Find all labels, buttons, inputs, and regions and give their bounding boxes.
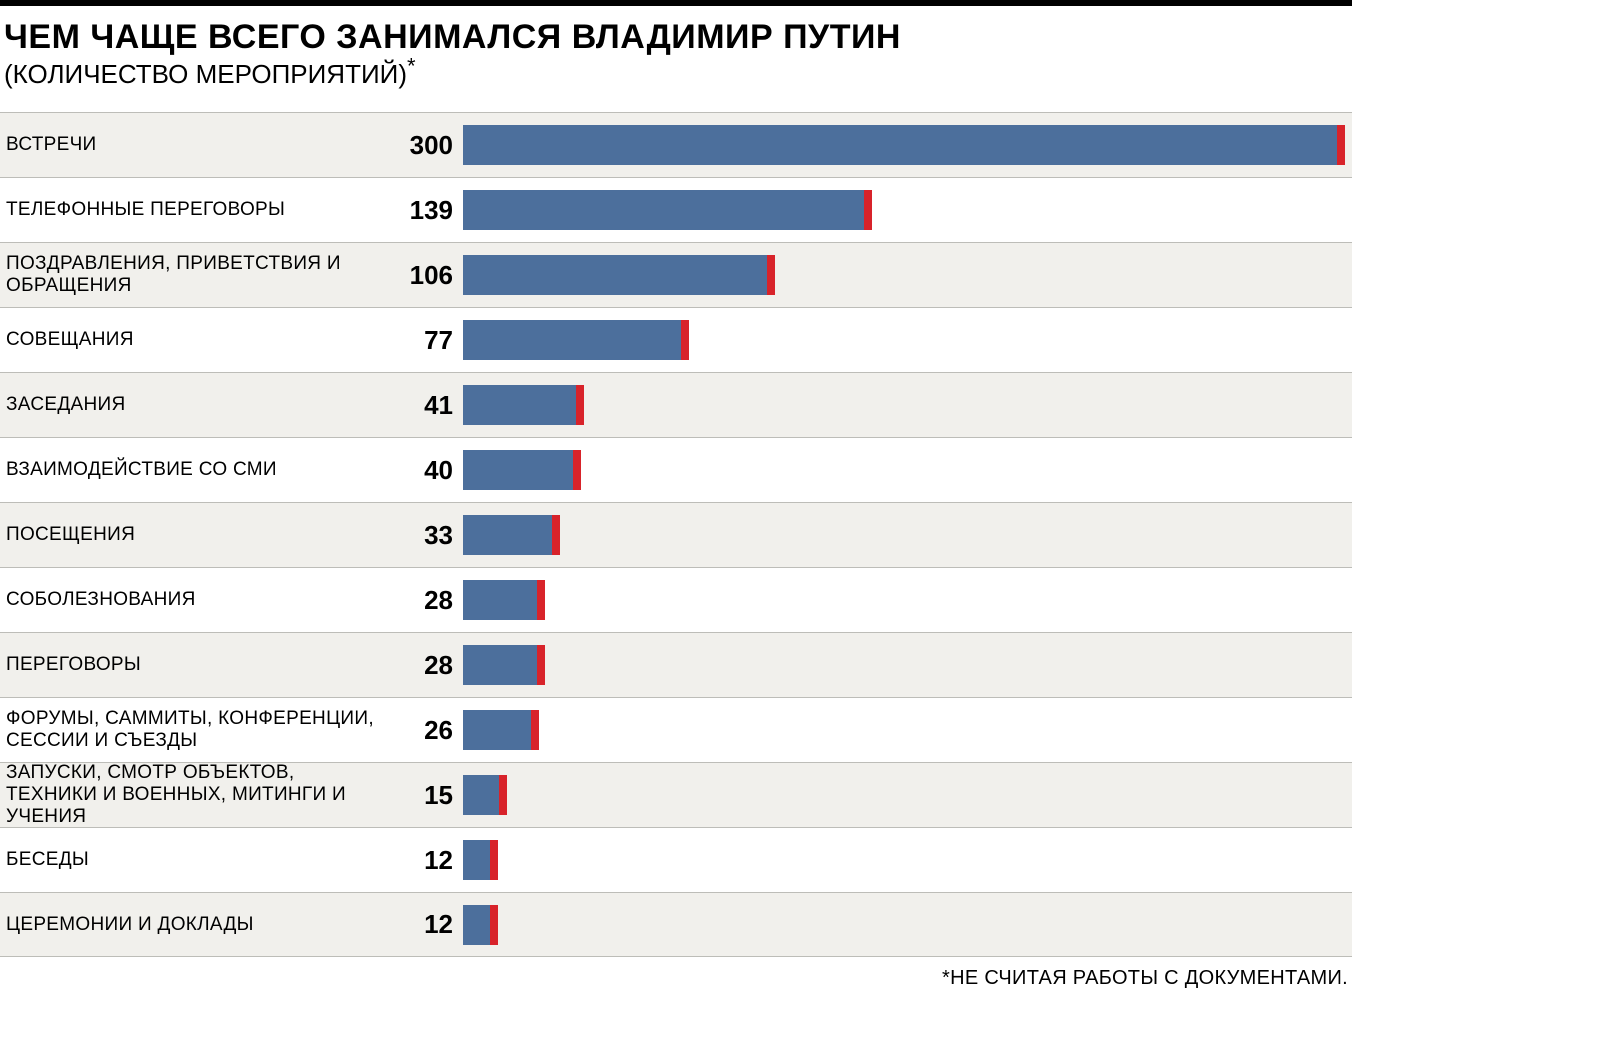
bar-main [463,515,552,555]
row-value: 28 [395,633,463,697]
row-bar-area [463,893,1352,956]
chart-row: СОБОЛЕЗНОВАНИЯ28 [0,567,1352,632]
chart-header: ЧЕМ ЧАЩЕ ВСЕГО ЗАНИМАЛСЯ ВЛАДИМИР ПУТИН … [0,6,1352,94]
bar [463,775,507,815]
row-label: ВСТРЕЧИ [0,113,395,177]
bar-tip [576,385,584,425]
row-bar-area [463,243,1352,307]
bar-tip [537,580,545,620]
chart-row: БЕСЕДЫ12 [0,827,1352,892]
row-label: ЗАСЕДАНИЯ [0,373,395,437]
bar-main [463,385,576,425]
row-label: ТЕЛЕФОННЫЕ ПЕРЕГОВОРЫ [0,178,395,242]
chart-row: ВСТРЕЧИ300 [0,112,1352,177]
bar-main [463,320,681,360]
bar-tip [864,190,872,230]
row-bar-area [463,698,1352,762]
chart-footnote: *НЕ СЧИТАЯ РАБОТЫ С ДОКУМЕНТАМИ. [0,957,1352,990]
bar [463,645,545,685]
bar-tip [537,645,545,685]
bar-main [463,645,537,685]
row-value: 77 [395,308,463,372]
bar-main [463,710,531,750]
chart-title: ЧЕМ ЧАЩЕ ВСЕГО ЗАНИМАЛСЯ ВЛАДИМИР ПУТИН [4,18,1348,57]
bar-tip [1337,125,1345,165]
row-bar-area [463,503,1352,567]
bar-main [463,775,499,815]
row-label: СОВЕЩАНИЯ [0,308,395,372]
row-label: ПОСЕЩЕНИЯ [0,503,395,567]
bar [463,840,498,880]
bar [463,450,581,490]
row-value: 41 [395,373,463,437]
chart-subtitle: (КОЛИЧЕСТВО МЕРОПРИЯТИЙ)* [4,59,1348,90]
bar-main [463,905,490,945]
chart-row: СОВЕЩАНИЯ77 [0,307,1352,372]
bar-main [463,580,537,620]
row-value: 139 [395,178,463,242]
bar [463,710,539,750]
chart-row: ЗАПУСКИ, СМОТР ОБЪЕКТОВ, ТЕХНИКИ И ВОЕНН… [0,762,1352,827]
chart-container: ЧЕМ ЧАЩЕ ВСЕГО ЗАНИМАЛСЯ ВЛАДИМИР ПУТИН … [0,0,1352,990]
chart-row: ПЕРЕГОВОРЫ28 [0,632,1352,697]
bar-tip [767,255,775,295]
row-value: 300 [395,113,463,177]
chart-row: ТЕЛЕФОННЫЕ ПЕРЕГОВОРЫ139 [0,177,1352,242]
row-label: ПЕРЕГОВОРЫ [0,633,395,697]
row-bar-area [463,633,1352,697]
chart-body: ВСТРЕЧИ300ТЕЛЕФОННЫЕ ПЕРЕГОВОРЫ139ПОЗДРА… [0,112,1352,957]
bar-tip [490,905,498,945]
bar-tip [490,840,498,880]
bar-main [463,840,490,880]
bar [463,515,560,555]
bar-tip [531,710,539,750]
row-bar-area [463,828,1352,892]
row-bar-area [463,178,1352,242]
row-label: БЕСЕДЫ [0,828,395,892]
bar-tip [573,450,581,490]
bar [463,125,1345,165]
row-label: ЗАПУСКИ, СМОТР ОБЪЕКТОВ, ТЕХНИКИ И ВОЕНН… [0,763,395,827]
bar [463,905,498,945]
bar [463,255,775,295]
bar [463,190,872,230]
bar-tip [499,775,507,815]
row-value: 33 [395,503,463,567]
chart-row: ВЗАИМОДЕЙСТВИЕ СО СМИ40 [0,437,1352,502]
row-label: ПОЗДРАВЛЕНИЯ, ПРИВЕТСТВИЯ И ОБРАЩЕНИЯ [0,243,395,307]
bar-main [463,255,767,295]
bar [463,385,584,425]
chart-row: ФОРУМЫ, САММИТЫ, КОНФЕРЕНЦИИ, СЕССИИ И С… [0,697,1352,762]
row-value: 26 [395,698,463,762]
bar-main [463,125,1337,165]
row-value: 12 [395,828,463,892]
row-value: 15 [395,763,463,827]
row-value: 12 [395,893,463,956]
row-bar-area [463,373,1352,437]
row-value: 106 [395,243,463,307]
row-label: ФОРУМЫ, САММИТЫ, КОНФЕРЕНЦИИ, СЕССИИ И С… [0,698,395,762]
row-value: 40 [395,438,463,502]
bar-tip [681,320,689,360]
chart-row: ПОСЕЩЕНИЯ33 [0,502,1352,567]
row-bar-area [463,113,1352,177]
row-label: ЦЕРЕМОНИИ И ДОКЛАДЫ [0,893,395,956]
row-value: 28 [395,568,463,632]
chart-row: ЗАСЕДАНИЯ41 [0,372,1352,437]
bar-main [463,450,573,490]
bar-main [463,190,864,230]
bar [463,580,545,620]
bar [463,320,689,360]
row-bar-area [463,308,1352,372]
row-label: СОБОЛЕЗНОВАНИЯ [0,568,395,632]
row-bar-area [463,568,1352,632]
chart-row: ЦЕРЕМОНИИ И ДОКЛАДЫ12 [0,892,1352,957]
row-label: ВЗАИМОДЕЙСТВИЕ СО СМИ [0,438,395,502]
row-bar-area [463,763,1352,827]
row-bar-area [463,438,1352,502]
chart-row: ПОЗДРАВЛЕНИЯ, ПРИВЕТСТВИЯ И ОБРАЩЕНИЯ106 [0,242,1352,307]
bar-tip [552,515,560,555]
